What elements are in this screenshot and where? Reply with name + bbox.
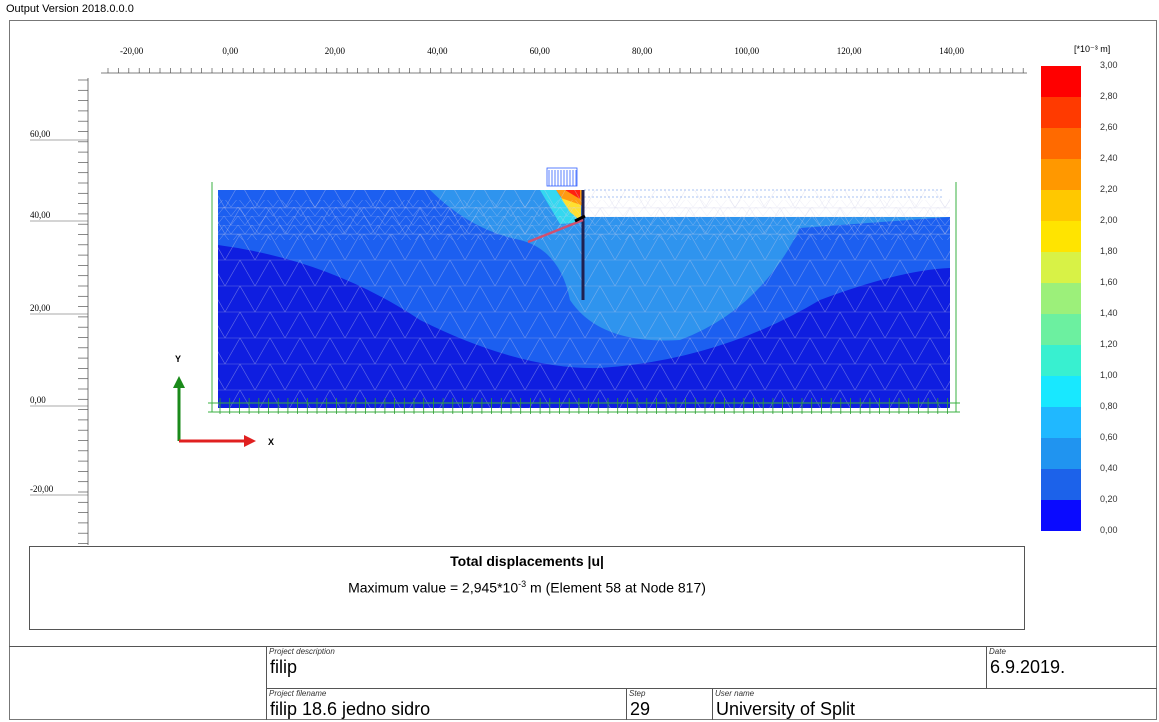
- output-frame: [9, 20, 1157, 720]
- x-tick-label: 140,00: [939, 46, 964, 56]
- y-tick-label: 60,00: [30, 129, 51, 139]
- step: 29: [630, 699, 651, 719]
- project-filename: filip 18.6 jedno sidro: [270, 699, 431, 719]
- project-description: filip: [270, 657, 298, 677]
- legend-label: 1,20: [1100, 339, 1118, 349]
- x-tick-label: 100,00: [734, 46, 759, 56]
- legend-swatch: [1041, 345, 1081, 376]
- user-name: University of Split: [716, 699, 856, 719]
- legend-swatch: [1041, 159, 1081, 190]
- legend-swatch: [1041, 407, 1081, 438]
- x-axis-ruler: [101, 68, 1027, 74]
- legend-swatch: [1041, 283, 1081, 314]
- x-tick-label: -20,00: [120, 46, 144, 56]
- caption-title: Total displacements |u|: [450, 553, 604, 569]
- x-axis-tick-labels: -20,00 0,00 20,00 40,00 60,00 80,00 100,00 120,…: [120, 46, 964, 56]
- legend-swatch: [1041, 314, 1081, 345]
- legend-label: 2,60: [1100, 122, 1118, 132]
- legend-swatch: [1041, 66, 1081, 97]
- surcharge-load: [546, 167, 578, 187]
- soil-model: [208, 167, 960, 414]
- date-cell: Date 6.9.2019.: [986, 646, 1156, 688]
- version-label: Output Version 2018.0.0.0: [6, 3, 134, 15]
- x-tick-label: 20,00: [325, 46, 346, 56]
- x-tick-label: 0,00: [222, 46, 238, 56]
- legend-label: 2,20: [1100, 184, 1118, 194]
- legend-label: 2,80: [1100, 91, 1118, 101]
- legend-swatch: [1041, 252, 1081, 283]
- user-name-cell: User name University of Split: [712, 688, 1156, 720]
- legend-label: 0,60: [1100, 432, 1118, 442]
- boundary-lines: [208, 182, 960, 413]
- x-tick-label: 120,00: [837, 46, 862, 56]
- legend-swatch: [1041, 221, 1081, 252]
- y-tick-label: -20,00: [30, 484, 54, 494]
- legend-label: 0,00: [1100, 525, 1118, 535]
- legend-label: 1,60: [1100, 277, 1118, 287]
- x-tick-label: 40,00: [427, 46, 448, 56]
- legend-swatch: [1041, 500, 1081, 531]
- legend-unit: [*10⁻³ m]: [1074, 44, 1110, 54]
- x-tick-label: 80,00: [632, 46, 653, 56]
- legend-label: 1,80: [1100, 246, 1118, 256]
- axis-x-label: X: [268, 437, 274, 447]
- legend-label: 0,20: [1100, 494, 1118, 504]
- x-tick-label: 60,00: [530, 46, 551, 56]
- y-tick-label: 20,00: [30, 303, 51, 313]
- coordinate-axes: Y X: [173, 354, 274, 447]
- anchor-head: [574, 214, 586, 223]
- legend-label: 0,40: [1100, 463, 1118, 473]
- bottom-fixities: [219, 398, 948, 414]
- caption-max-value: Maximum value = 2,945*10-3 m (Element 58…: [348, 579, 706, 596]
- legend-label: 1,00: [1100, 370, 1118, 380]
- result-caption: Total displacements |u| Maximum value = …: [29, 546, 1025, 630]
- step-cell: Step 29: [626, 688, 712, 720]
- axis-y-label: Y: [175, 354, 181, 364]
- legend-label: 1,40: [1100, 308, 1118, 318]
- y-axis-ruler: [78, 78, 89, 545]
- y-tick-label: 40,00: [30, 210, 51, 220]
- ground-anchor: [527, 218, 584, 244]
- color-legend: [*10⁻³ m] 3,00 2,80 2,60 2,40 2,20 2,00 1,80 1,…: [1041, 44, 1118, 535]
- legend-swatch: [1041, 438, 1081, 469]
- legend-swatch: [1041, 469, 1081, 500]
- legend-label: 2,40: [1100, 153, 1118, 163]
- date: 6.9.2019.: [990, 657, 1066, 677]
- legend-swatch: [1041, 97, 1081, 128]
- legend-label: 0,80: [1100, 401, 1118, 411]
- legend-swatch: [1041, 190, 1081, 221]
- legend-label: 2,00: [1100, 215, 1118, 225]
- legend-label: 3,00: [1100, 60, 1118, 70]
- legend-swatch: [1041, 376, 1081, 407]
- project-filename-cell: Project filename filip 18.6 jedno sidro: [266, 688, 626, 720]
- legend-swatch: [1041, 128, 1081, 159]
- y-tick-label: 0,00: [30, 395, 46, 405]
- project-description-cell: Project description filip: [266, 646, 986, 688]
- y-axis-tick-labels: 60,00 40,00 20,00 0,00 -20,00: [30, 129, 88, 496]
